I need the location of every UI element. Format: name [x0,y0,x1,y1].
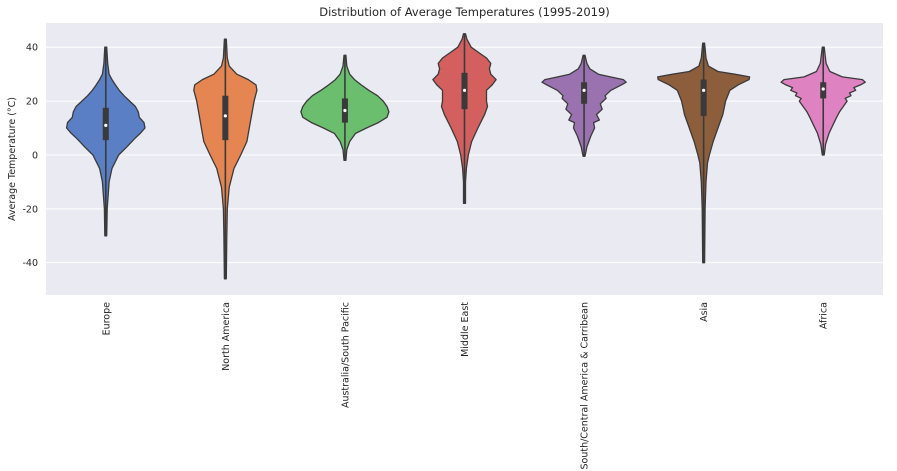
x-tick-label: Middle East [460,302,471,357]
violin-median-dot [821,87,825,91]
x-tick-label: Australia/South Pacific [340,302,351,408]
y-axis-label: Average Temperature (°C) [7,97,18,221]
violin-iqr-box [581,82,588,104]
x-tick-label: Europe [101,302,112,336]
violin-iqr-box [700,79,707,116]
x-tick-label: Africa [819,302,830,329]
violin-median-dot [702,88,706,92]
violin-median-dot [223,114,227,118]
violin-median-dot [462,88,467,92]
violin-median-dot [104,123,108,127]
x-tick-label: Asia [699,302,710,322]
y-tick-label: 0 [32,150,38,161]
violin-median-dot [343,108,347,113]
violin-iqr-box [222,95,229,141]
violin-group [65,33,866,280]
y-tick-label: 40 [26,43,38,54]
x-tick-label: North America [221,302,232,371]
x-tick-labels: Europe North America Australia/South Pacif… [101,302,829,470]
y-tick-label: -40 [22,258,38,269]
violin-median-dot [582,88,586,92]
y-tick-label: 20 [26,97,38,108]
chart-title: Distribution of Average Temperatures (19… [319,5,610,19]
x-tick-label: South/Central America & Carribean [580,302,591,470]
y-tick-label: -20 [22,204,38,215]
y-tick-labels: -40 -20 0 20 40 [22,43,38,269]
